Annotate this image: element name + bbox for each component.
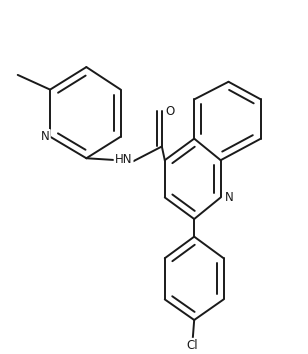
Text: N: N — [41, 130, 50, 143]
Text: Cl: Cl — [186, 339, 198, 352]
Text: N: N — [225, 191, 234, 204]
Text: O: O — [165, 105, 174, 118]
Text: HN: HN — [115, 153, 132, 166]
